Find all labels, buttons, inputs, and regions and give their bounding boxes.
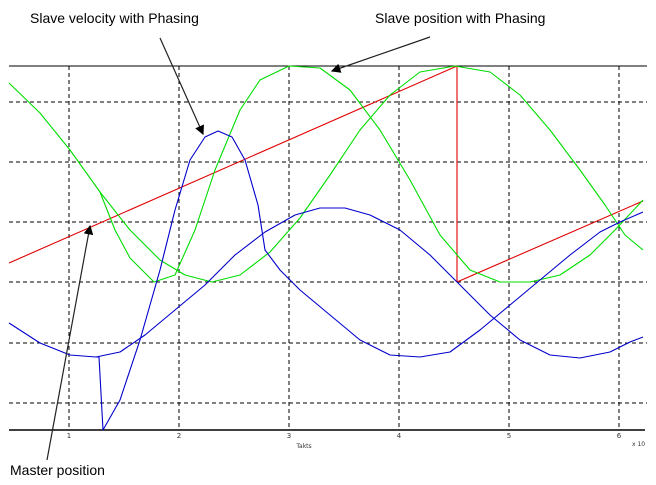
annotation-arrows	[46, 36, 431, 461]
x-tick-label: 2	[177, 432, 181, 440]
grid-lines	[9, 66, 647, 430]
x-tick-label: 5	[507, 432, 511, 440]
data-series	[8, 65, 644, 431]
x-tick-label: 4	[397, 432, 402, 440]
x-tick-label: 1	[67, 432, 71, 440]
master-arrow	[46, 224, 94, 461]
slave-position-unphased--line	[99, 65, 644, 283]
x-axis-multiplier: x 10	[632, 441, 645, 448]
x-axis-label: Takts	[295, 443, 311, 450]
position-annotation: Slave position with Phasing	[375, 10, 546, 26]
slave-velocity-unphased--line	[95, 207, 644, 359]
x-tick-label: 3	[287, 432, 291, 440]
x-axis-ticks: 1 2 3 4 5 6	[67, 432, 622, 440]
x-tick-label: 6	[617, 432, 622, 440]
slave-velocity-with-phasing-line	[8, 130, 644, 431]
position-arrow	[330, 36, 431, 73]
velocity-arrow	[159, 37, 204, 136]
velocity-annotation: Slave velocity with Phasing	[30, 10, 199, 26]
master-position-line	[8, 65, 644, 283]
slave-position-with-phasing-line	[8, 65, 644, 283]
master-annotation: Master position	[10, 462, 105, 478]
